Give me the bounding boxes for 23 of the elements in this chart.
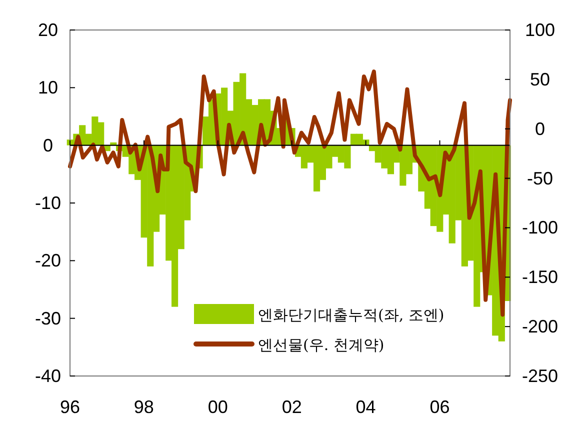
x-tick-label: 98 (134, 397, 154, 417)
y-tick-label: -20 (34, 250, 62, 271)
x-tick-label: 06 (430, 397, 450, 417)
y2-tick-label: 0 (534, 118, 546, 139)
y2-tick-label: -200 (522, 316, 558, 337)
y-tick-label: 20 (38, 20, 58, 40)
y2-tick-label: 50 (530, 69, 550, 90)
y-tick-label: -10 (34, 193, 62, 213)
y-tick-label: 0 (42, 135, 54, 156)
y2-tick-label: -250 (522, 366, 558, 386)
legend-label: 엔화단기대출누적(좌, 조엔) (258, 306, 444, 324)
x-tick-label: 96 (60, 397, 80, 417)
y-tick-label: -40 (34, 366, 62, 386)
y-tick-label: -30 (34, 308, 62, 328)
y2-tick-label: -100 (522, 218, 558, 238)
x-tick-label: 00 (208, 397, 228, 417)
y2-tick-label: -50 (526, 168, 554, 188)
y2-tick-label: -150 (522, 267, 558, 288)
y2-tick-label: 100 (524, 20, 556, 40)
legend-label: 엔선물(우. 천계약) (258, 336, 384, 354)
y-tick-label: 10 (38, 78, 58, 98)
x-tick-label: 04 (356, 397, 376, 417)
x-tick-label: 02 (282, 397, 302, 417)
